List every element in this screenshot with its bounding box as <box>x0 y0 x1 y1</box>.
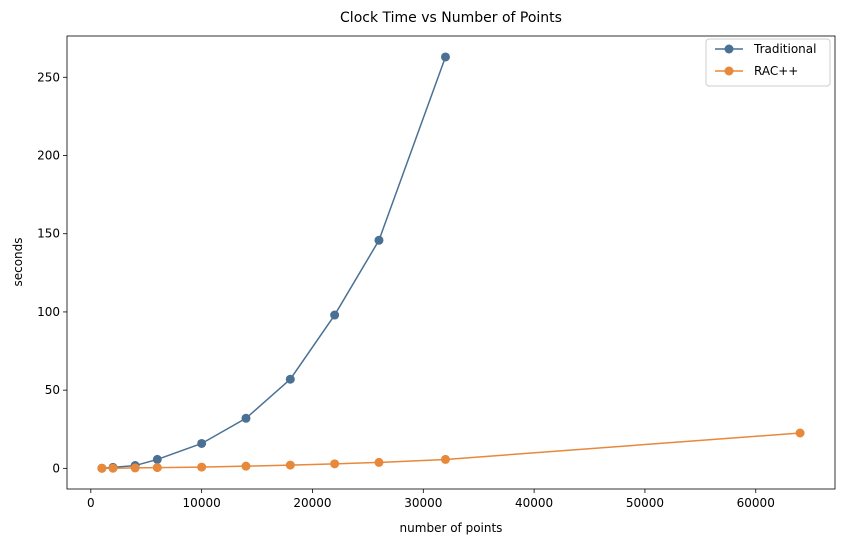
series-line-traditional <box>101 56 447 469</box>
x-tick-label-40000: 40000 <box>515 496 553 510</box>
y-tick-label-0: 0 <box>52 461 60 475</box>
point-rac-6 <box>285 460 295 470</box>
x-tick-label-60000: 60000 <box>737 496 775 510</box>
y-tick-label-100: 100 <box>37 305 60 319</box>
legend-label-rac: RAC++ <box>754 64 798 78</box>
x-axis-label: number of points <box>400 521 503 535</box>
legend: Traditional RAC++ <box>705 38 831 87</box>
point-rac-3 <box>152 463 162 473</box>
point-rac-10 <box>795 428 805 438</box>
point-rac-7 <box>330 459 340 469</box>
y-tick-label-200: 200 <box>37 149 60 163</box>
x-axis: 0 10000 20000 30000 40000 50000 60000 <box>87 489 775 510</box>
point-traditional-7 <box>330 310 340 320</box>
y-axis: 0 50 100 150 200 250 <box>37 70 67 475</box>
plot-area <box>97 52 805 473</box>
point-traditional-4 <box>197 438 207 448</box>
y-axis-label: seconds <box>11 237 25 286</box>
point-traditional-3 <box>152 454 162 464</box>
y-tick-label-150: 150 <box>37 227 60 241</box>
point-traditional-8 <box>374 235 384 245</box>
point-rac-0 <box>97 463 107 473</box>
chart-title: Clock Time vs Number of Points <box>340 10 562 26</box>
series-line-rac <box>101 432 801 470</box>
x-tick-label-20000: 20000 <box>293 496 331 510</box>
legend-box <box>705 38 831 87</box>
x-tick-label-0: 0 <box>87 496 95 510</box>
point-rac-1 <box>108 463 118 473</box>
point-traditional-9 <box>440 52 450 62</box>
point-traditional-6 <box>285 374 295 384</box>
y-tick-label-50: 50 <box>45 383 60 397</box>
axes-frame <box>66 35 836 490</box>
legend-label-traditional: Traditional <box>753 42 816 56</box>
x-tick-label-50000: 50000 <box>626 496 664 510</box>
x-tick-label-30000: 30000 <box>404 496 442 510</box>
point-traditional-5 <box>241 413 251 423</box>
legend-marker-traditional <box>724 44 734 54</box>
x-tick-label-10000: 10000 <box>183 496 221 510</box>
point-rac-2 <box>130 463 140 473</box>
point-rac-4 <box>197 462 207 472</box>
point-rac-9 <box>440 454 450 464</box>
legend-marker-rac <box>724 66 734 76</box>
y-tick-label-250: 250 <box>37 70 60 84</box>
point-rac-5 <box>241 461 251 471</box>
point-rac-8 <box>374 457 384 467</box>
